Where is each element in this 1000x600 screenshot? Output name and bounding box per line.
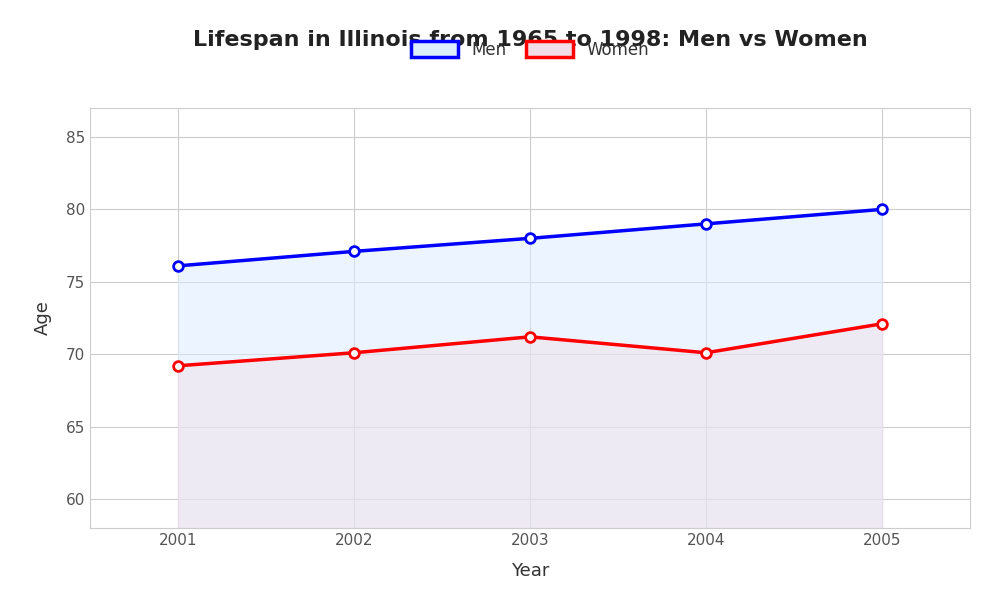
Title: Lifespan in Illinois from 1965 to 1998: Men vs Women: Lifespan in Illinois from 1965 to 1998: … xyxy=(193,29,867,49)
Legend: Men, Women: Men, Women xyxy=(411,41,649,59)
Y-axis label: Age: Age xyxy=(34,301,52,335)
X-axis label: Year: Year xyxy=(511,562,549,580)
